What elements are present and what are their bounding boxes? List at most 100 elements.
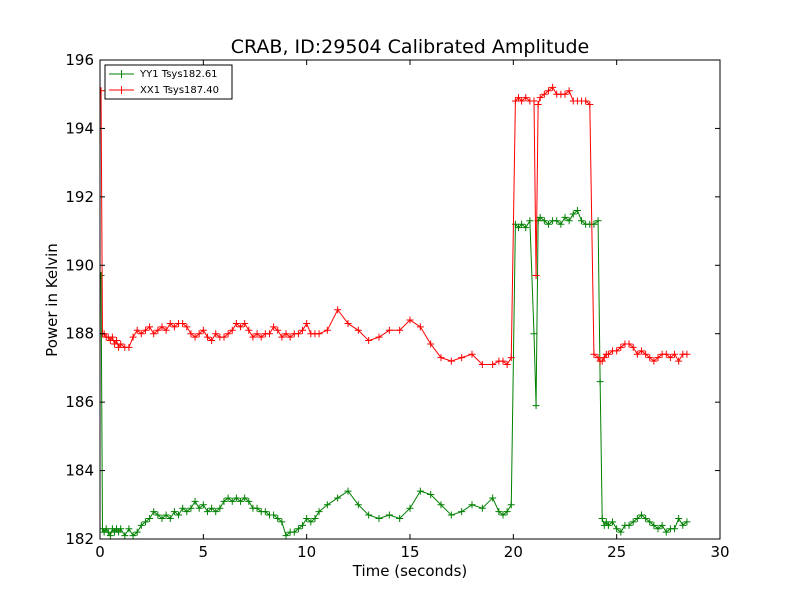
y-tick-label: 186: [65, 393, 94, 411]
data-point-marker: [478, 504, 486, 512]
data-point-marker: [633, 514, 641, 522]
data-point-marker: [146, 514, 154, 522]
data-point-marker: [141, 518, 149, 526]
data-point-marker: [290, 528, 298, 536]
data-point-marker: [642, 350, 650, 358]
data-point-marker: [282, 330, 290, 338]
data-point-marker: [179, 504, 187, 512]
data-point-marker: [129, 333, 137, 341]
data-point-marker: [582, 97, 590, 105]
data-point-marker: [553, 217, 561, 225]
data-point-marker: [344, 319, 352, 327]
data-point-marker: [365, 511, 373, 519]
x-tick-label: 5: [199, 543, 209, 561]
data-point-marker: [573, 207, 581, 215]
data-point-marker: [499, 357, 507, 365]
data-point-marker: [137, 330, 145, 338]
data-point-marker: [650, 521, 658, 529]
y-tick-label: 192: [65, 188, 94, 206]
data-point-marker: [100, 272, 105, 280]
data-point-marker: [503, 361, 511, 369]
data-point-marker: [237, 497, 245, 505]
data-point-marker: [245, 326, 253, 334]
data-point-marker: [170, 508, 178, 516]
data-point-marker: [274, 514, 282, 522]
data-point-marker: [220, 497, 228, 505]
data-point-marker: [199, 326, 207, 334]
data-point-marker: [183, 508, 191, 516]
data-point-marker: [478, 361, 486, 369]
data-point-marker: [245, 497, 253, 505]
data-point-marker: [617, 528, 625, 536]
data-point-marker: [212, 508, 220, 516]
data-point-marker: [629, 518, 637, 526]
data-point-marker: [604, 350, 612, 358]
data-point-marker: [208, 504, 216, 512]
data-point-marker: [511, 97, 519, 105]
data-point-marker: [406, 316, 414, 324]
data-point-marker: [637, 347, 645, 355]
data-point-marker: [416, 487, 424, 495]
data-point-marker: [534, 100, 542, 108]
data-point-marker: [315, 508, 323, 516]
data-point-marker: [212, 330, 220, 338]
data-point-marker: [625, 521, 633, 529]
data-point-marker: [121, 532, 129, 539]
data-point-marker: [561, 213, 569, 221]
data-point-marker: [150, 330, 158, 338]
data-point-marker: [499, 511, 507, 519]
data-point-marker: [646, 354, 654, 362]
data-point-marker: [447, 357, 455, 365]
data-point-marker: [642, 514, 650, 522]
data-point-marker: [154, 326, 162, 334]
data-point-marker: [274, 326, 282, 334]
data-point-marker: [427, 491, 435, 499]
data-point-marker: [129, 532, 137, 539]
y-tick-label: 184: [65, 462, 94, 480]
data-point-marker: [406, 504, 414, 512]
data-point-marker: [282, 532, 290, 539]
data-point-marker: [662, 350, 670, 358]
data-point-marker: [468, 501, 476, 509]
data-point-marker: [458, 508, 466, 516]
data-point-marker: [216, 504, 224, 512]
data-point-marker: [666, 354, 674, 362]
data-point-marker: [166, 514, 174, 522]
data-point-marker: [106, 532, 114, 539]
data-point-marker: [187, 330, 195, 338]
data-point-marker: [191, 333, 199, 341]
data-point-marker: [590, 350, 598, 358]
data-point-marker: [515, 224, 522, 232]
data-point-marker: [532, 402, 540, 410]
data-point-marker: [549, 83, 557, 91]
data-point-marker: [208, 337, 216, 345]
data-point-marker: [544, 87, 552, 95]
data-point-marker: [536, 94, 544, 102]
legend-box: [104, 64, 233, 100]
data-point-marker: [365, 337, 373, 345]
data-point-marker: [427, 340, 435, 348]
data-point-marker: [683, 350, 691, 358]
x-tick-label: 20: [504, 543, 523, 561]
data-point-marker: [158, 514, 166, 522]
data-point-marker: [489, 361, 497, 369]
data-point-marker: [495, 508, 503, 516]
data-point-marker: [522, 224, 530, 232]
data-point-marker: [117, 525, 125, 533]
data-point-marker: [503, 508, 511, 516]
data-point-marker: [203, 508, 211, 516]
data-point-marker: [671, 350, 679, 358]
data-point-marker: [540, 217, 548, 225]
data-point-marker: [646, 518, 654, 526]
data-point-marker: [270, 323, 278, 331]
data-point-marker: [133, 528, 141, 536]
data-point-marker: [375, 333, 383, 341]
data-point-marker: [396, 514, 404, 522]
data-point-marker: [629, 343, 637, 351]
data-point-marker: [594, 217, 602, 225]
data-point-marker: [468, 350, 476, 358]
data-point-marker: [637, 511, 645, 519]
data-point-marker: [633, 350, 641, 358]
data-point-marker: [334, 306, 342, 314]
